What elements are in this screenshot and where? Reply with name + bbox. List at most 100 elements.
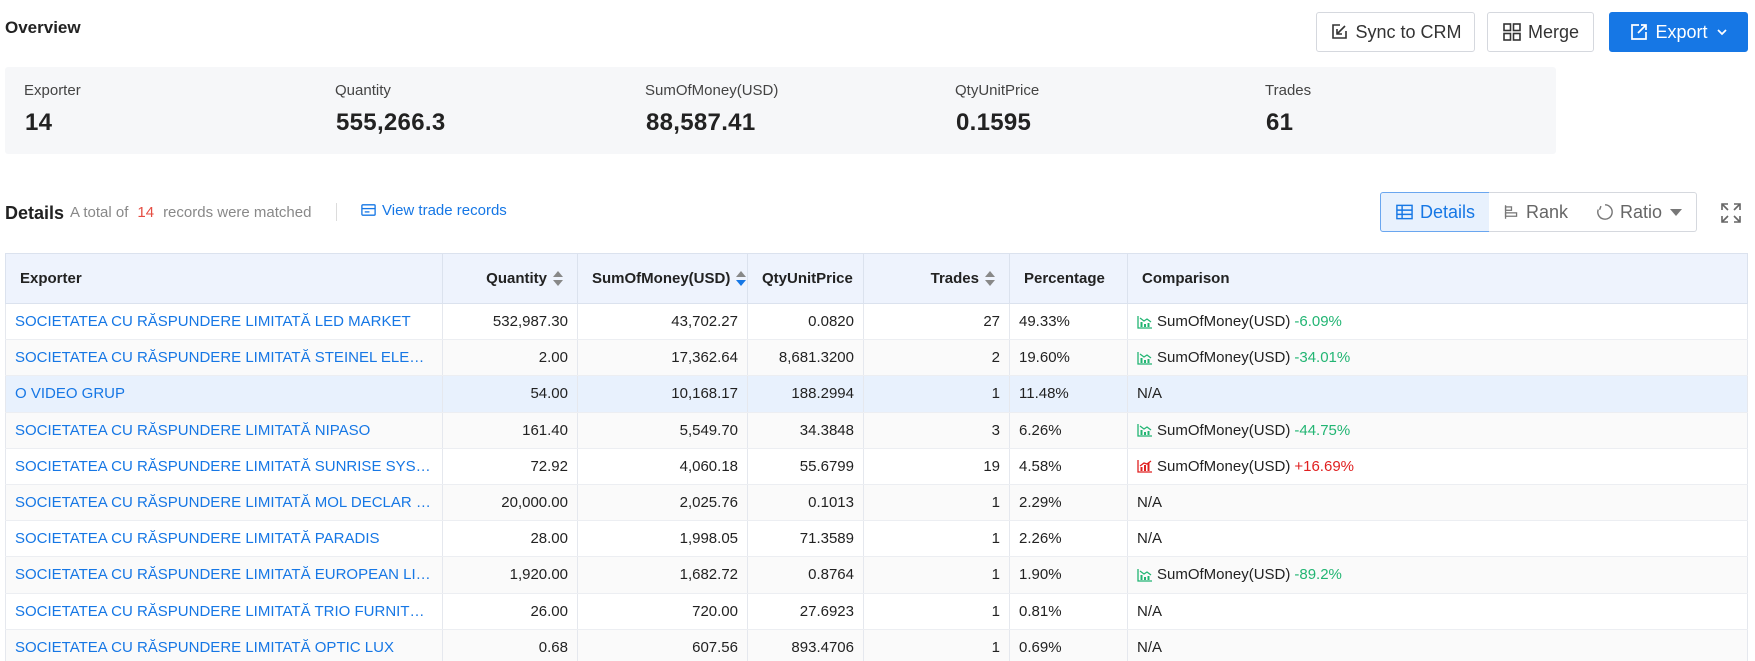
table-row[interactable]: SOCIETATEA CU RĂSPUNDERE LIMITATĂ STEINE… [5, 339, 1748, 377]
chart-down-icon [1137, 568, 1152, 582]
merge-button[interactable]: Merge [1487, 12, 1594, 52]
stat-label: Exporter [24, 82, 81, 99]
stat-quantity: Quantity 555,266.3 [316, 67, 654, 154]
qty-unit-price-cell: 55.6799 [747, 448, 864, 485]
exporter-name-link[interactable]: SOCIETATEA CU RĂSPUNDERE LIMITATĂ PARADI… [5, 520, 443, 558]
sync-to-crm-button[interactable]: Sync to CRM [1316, 12, 1475, 52]
comparison-label: SumOfMoney(USD) [1157, 566, 1291, 584]
col-trades[interactable]: Trades [863, 253, 1010, 304]
quantity-cell: 28.00 [442, 520, 578, 558]
comparison-label: SumOfMoney(USD) [1157, 457, 1291, 475]
col-comparison: Comparison [1127, 253, 1748, 304]
percentage-cell: 2.29% [1009, 484, 1128, 522]
ratio-icon [1597, 204, 1613, 220]
col-percentage: Percentage [1009, 253, 1128, 304]
comparison-cell: SumOfMoney(USD) -44.75% [1127, 412, 1748, 449]
stat-trades: Trades 61 [1246, 67, 1556, 154]
sync-to-crm-label: Sync to CRM [1355, 21, 1462, 42]
merge-label: Merge [1527, 21, 1580, 42]
exporter-name-link[interactable]: SOCIETATEA CU RĂSPUNDERE LIMITATĂ TRIO F… [5, 593, 443, 630]
sum-of-money-cell: 10,168.17 [577, 375, 748, 413]
trades-cell: 1 [863, 520, 1010, 558]
col-sum-of-money[interactable]: SumOfMoney(USD) [577, 253, 748, 304]
chart-down-icon [1137, 351, 1152, 365]
comparison-cell: SumOfMoney(USD) -34.01% [1127, 339, 1748, 377]
export-button[interactable]: Export [1609, 12, 1748, 52]
table-row[interactable]: O VIDEO GRUP 54.00 10,168.17 188.2994 1 11.48… [5, 375, 1748, 413]
exporter-name-link[interactable]: SOCIETATEA CU RĂSPUNDERE LIMITATĂ EUROPE… [5, 556, 443, 594]
table-row[interactable]: SOCIETATEA CU RĂSPUNDERE LIMITATĂ MOL DE… [5, 484, 1748, 522]
trades-cell: 1 [863, 593, 1010, 630]
comparison-label: N/A [1137, 385, 1163, 403]
table-row[interactable]: SOCIETATEA CU RĂSPUNDERE LIMITATĂ LED MA… [5, 303, 1748, 341]
merge-icon [1503, 23, 1521, 41]
tab-details[interactable]: Details [1380, 192, 1490, 232]
exporter-name-link[interactable]: SOCIETATEA CU RĂSPUNDERE LIMITATĂ OPTIC … [5, 629, 443, 661]
col-quantity[interactable]: Quantity [442, 253, 578, 304]
details-title: Details [5, 203, 65, 223]
percentage-cell: 6.26% [1009, 412, 1128, 449]
exporter-name-link[interactable]: SOCIETATEA CU RĂSPUNDERE LIMITATĂ SUNRIS… [5, 448, 443, 485]
exporter-name-link[interactable]: SOCIETATEA CU RĂSPUNDERE LIMITATĂ NIPASO [5, 412, 443, 449]
percentage-cell: 0.69% [1009, 629, 1128, 661]
table-row[interactable]: SOCIETATEA CU RĂSPUNDERE LIMITATĂ NIPASO… [5, 412, 1748, 449]
qty-unit-price-cell: 34.3848 [747, 412, 864, 449]
quantity-cell: 20,000.00 [442, 484, 578, 522]
comparison-label: N/A [1137, 530, 1163, 548]
sum-of-money-cell: 4,060.18 [577, 448, 748, 485]
total-count: 14 [137, 204, 155, 221]
sort-desc-icon[interactable] [736, 271, 747, 287]
trades-cell: 27 [863, 303, 1010, 341]
fullscreen-icon[interactable] [1720, 202, 1742, 224]
view-trade-records-link[interactable]: View trade records [360, 202, 507, 219]
comparison-value: +16.69% [1294, 457, 1354, 475]
table-row[interactable]: SOCIETATEA CU RĂSPUNDERE LIMITATĂ TRIO F… [5, 593, 1748, 630]
sort-icon[interactable] [985, 271, 995, 287]
trades-cell: 1 [863, 629, 1010, 661]
quantity-cell: 72.92 [442, 448, 578, 485]
sort-icon[interactable] [553, 271, 563, 287]
percentage-cell: 49.33% [1009, 303, 1128, 341]
chart-down-icon [1137, 315, 1152, 329]
stat-label: SumOfMoney(USD) [645, 82, 779, 99]
overview-title: Overview [5, 18, 81, 37]
sum-of-money-cell: 2,025.76 [577, 484, 748, 522]
total-suffix: records were matched [163, 204, 312, 221]
qty-unit-price-cell: 0.0820 [747, 303, 864, 341]
trades-cell: 1 [863, 484, 1010, 522]
comparison-label: N/A [1137, 602, 1163, 620]
table-row[interactable]: SOCIETATEA CU RĂSPUNDERE LIMITATĂ PARADI… [5, 520, 1748, 558]
trades-cell: 19 [863, 448, 1010, 485]
stat-label: Trades [1265, 82, 1312, 99]
tab-rank[interactable]: Rank [1489, 192, 1583, 232]
stat-qty-unit-price: QtyUnitPrice 0.1595 [936, 67, 1274, 154]
rank-icon [1504, 205, 1518, 219]
exporter-name-link[interactable]: SOCIETATEA CU RĂSPUNDERE LIMITATĂ MOL DE… [5, 484, 443, 522]
exporter-name-link[interactable]: O VIDEO GRUP [5, 375, 443, 413]
table-row[interactable]: SOCIETATEA CU RĂSPUNDERE LIMITATĂ SUNRIS… [5, 448, 1748, 485]
comparison-cell: SumOfMoney(USD) -6.09% [1127, 303, 1748, 341]
trades-cell: 3 [863, 412, 1010, 449]
exporter-table: Exporter Quantity SumOfMoney(USD) QtyUni… [5, 253, 1748, 661]
tab-ratio[interactable]: Ratio [1582, 192, 1697, 232]
stat-value: 0.1595 [956, 109, 1032, 136]
comparison-cell: N/A [1127, 593, 1748, 630]
quantity-cell: 161.40 [442, 412, 578, 449]
comparison-label: N/A [1137, 494, 1163, 512]
exporter-name-link[interactable]: SOCIETATEA CU RĂSPUNDERE LIMITATĂ LED MA… [5, 303, 443, 341]
records-matched-text: A total of 14 records were matched [70, 204, 311, 221]
quantity-cell: 54.00 [442, 375, 578, 413]
col-qty-unit-price: QtyUnitPrice [747, 253, 864, 304]
sync-crm-icon [1332, 24, 1348, 39]
qty-unit-price-cell: 8,681.3200 [747, 339, 864, 377]
exporter-name-link[interactable]: SOCIETATEA CU RĂSPUNDERE LIMITATĂ STEINE… [5, 339, 443, 377]
qty-unit-price-cell: 0.1013 [747, 484, 864, 522]
table-row[interactable]: SOCIETATEA CU RĂSPUNDERE LIMITATĂ OPTIC … [5, 629, 1748, 661]
trades-cell: 2 [863, 339, 1010, 377]
quantity-cell: 0.68 [442, 629, 578, 661]
stat-value: 61 [1266, 109, 1294, 136]
table-header-row: Exporter Quantity SumOfMoney(USD) QtyUni… [5, 253, 1748, 304]
comparison-cell: N/A [1127, 484, 1748, 522]
tab-rank-label: Rank [1525, 201, 1568, 222]
table-row[interactable]: SOCIETATEA CU RĂSPUNDERE LIMITATĂ EUROPE… [5, 556, 1748, 594]
